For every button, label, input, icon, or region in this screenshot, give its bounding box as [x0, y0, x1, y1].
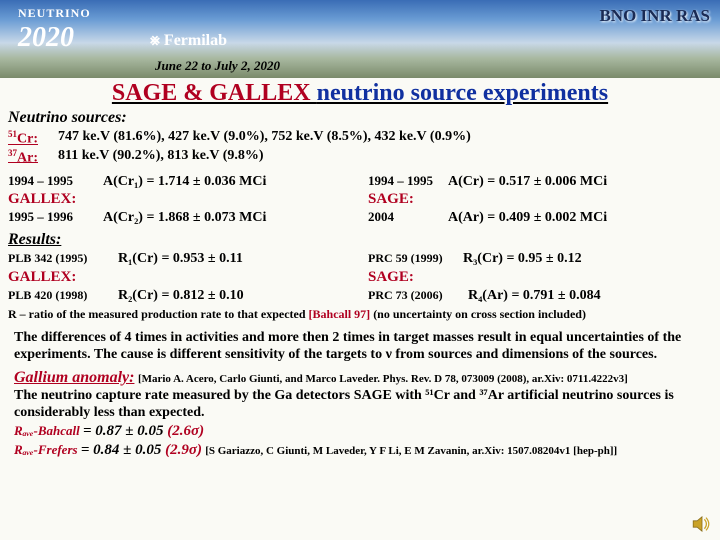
gallex-period1: 1994 – 1995 — [8, 173, 103, 189]
rave1-sigma: (2.6σ) — [167, 423, 204, 439]
title-blue: neutrino source experiments — [317, 80, 609, 106]
rave-line1: Rₐᵥₑ-Bahcall = 0.87 ± 0.05 (2.6σ) — [14, 423, 706, 440]
isotope-cr-row: 51Cr: 747 ke.V (81.6%), 427 ke.V (9.0%),… — [8, 129, 712, 148]
sage-label: SAGE: — [368, 191, 438, 208]
rave2-sigma: (2.9σ) — [165, 442, 202, 458]
results-row-labels: GALLEX: SAGE: — [8, 268, 712, 287]
results-row1: PLB 342 (1995) R₁(Cr) = 0.953 ± 0.11 PRC… — [8, 250, 712, 268]
gallex-r2: R₂(Cr) = 0.812 ± 0.10 — [118, 288, 244, 304]
gallex-a1: A(Cr₁) = 1.714 ± 0.036 MCi — [103, 174, 266, 190]
sage-a1: A(Cr) = 0.517 ± 0.006 MCi — [448, 174, 607, 190]
anomaly-ref: [Mario A. Acero, Carlo Giunti, and Marco… — [138, 373, 628, 385]
gallex-r1: R₁(Cr) = 0.953 ± 0.11 — [118, 251, 243, 267]
org-label: BNO INR RAS — [599, 6, 710, 26]
gallex-ref2: PLB 420 (1998) — [8, 288, 118, 303]
slide-title: SAGE & GALLEX neutrino source experiment… — [0, 80, 720, 107]
sources-header: Neutrino sources: — [8, 109, 712, 127]
isotope-ar-row: 37Ar: 811 ke.V (90.2%), 813 ke.V (9.8%) — [8, 148, 712, 167]
results-header: Results: — [8, 231, 712, 249]
ar-label: 37Ar: — [8, 148, 58, 167]
gallex-ref1: PLB 342 (1995) — [8, 251, 118, 266]
rave2-val: = 0.84 ± 0.05 — [81, 442, 165, 458]
note-text2: (no uncertainty on cross section include… — [370, 307, 586, 321]
gallex-period2: 1995 – 1996 — [8, 209, 103, 225]
sage-r2: R₄(Ar) = 0.791 ± 0.084 — [468, 288, 601, 304]
content-area: Neutrino sources: 51Cr: 747 ke.V (81.6%)… — [0, 109, 720, 465]
cr-label: 51Cr: — [8, 129, 58, 148]
rave2-label: Rₐᵥₑ-Frefers — [14, 442, 78, 457]
rave1-label: Rₐᵥₑ-Bahcall — [14, 423, 80, 438]
anomaly-text: The neutrino capture rate measured by th… — [14, 388, 674, 420]
sage-r1: R₃(Cr) = 0.95 ± 0.12 — [463, 251, 582, 267]
note-text: R – ratio of the measured production rat… — [8, 307, 309, 321]
ratio-note: R – ratio of the measured production rat… — [8, 307, 712, 322]
activities-block: 1994 – 1995 A(Cr₁) = 1.714 ± 0.036 MCi G… — [8, 172, 712, 227]
logo-fermilab: ⨳ Fermilab — [150, 32, 227, 50]
logo-year: 2020 — [18, 22, 74, 54]
note-ref: [Bahcall 97] — [309, 307, 371, 321]
gallex-activities: 1994 – 1995 A(Cr₁) = 1.714 ± 0.036 MCi G… — [8, 172, 368, 227]
cr-data: 747 ke.V (81.6%), 427 ke.V (9.0%), 752 k… — [58, 129, 471, 148]
sage-label2: SAGE: — [368, 269, 438, 286]
gallex-a2: A(Cr₂) = 1.868 ± 0.073 MCi — [103, 210, 266, 226]
sage-period1: 1994 – 1995 — [368, 173, 448, 189]
rave1-val: = 0.87 ± 0.05 — [83, 423, 167, 439]
sage-period2: 2004 — [368, 209, 448, 225]
gallex-label: GALLEX: — [8, 191, 103, 208]
results-row2: PLB 420 (1998) R₂(Cr) = 0.812 ± 0.10 PRC… — [8, 287, 712, 305]
gallium-anomaly-block: Gallium anomaly: [Mario A. Acero, Carlo … — [14, 368, 706, 421]
sage-activities: 1994 – 1995 A(Cr) = 0.517 ± 0.006 MCi SA… — [368, 172, 698, 227]
rave2-ref: [S Gariazzo, C Giunti, M Laveder, Y F Li… — [205, 445, 617, 457]
anomaly-head: Gallium anomaly: — [14, 369, 134, 386]
banner-header: NEUTRINO 2020 ⨳ Fermilab BNO INR RAS Jun… — [0, 0, 720, 78]
title-red: SAGE & GALLEX — [112, 80, 317, 106]
speaker-icon — [692, 516, 712, 532]
sage-a2: A(Ar) = 0.409 ± 0.002 MCi — [448, 210, 607, 226]
ar-data: 811 ke.V (90.2%), 813 ke.V (9.8%) — [58, 148, 264, 167]
sage-ref1: PRC 59 (1999) — [368, 251, 463, 266]
gallex-label2: GALLEX: — [8, 269, 103, 286]
conference-dates: June 22 to July 2, 2020 — [155, 58, 280, 74]
logo-neutrino: NEUTRINO — [18, 6, 91, 21]
para-differences: The differences of 4 times in activities… — [14, 330, 706, 364]
rave-line2: Rₐᵥₑ-Frefers = 0.84 ± 0.05 (2.9σ) [S Gar… — [14, 442, 706, 459]
sage-ref2: PRC 73 (2006) — [368, 288, 468, 303]
